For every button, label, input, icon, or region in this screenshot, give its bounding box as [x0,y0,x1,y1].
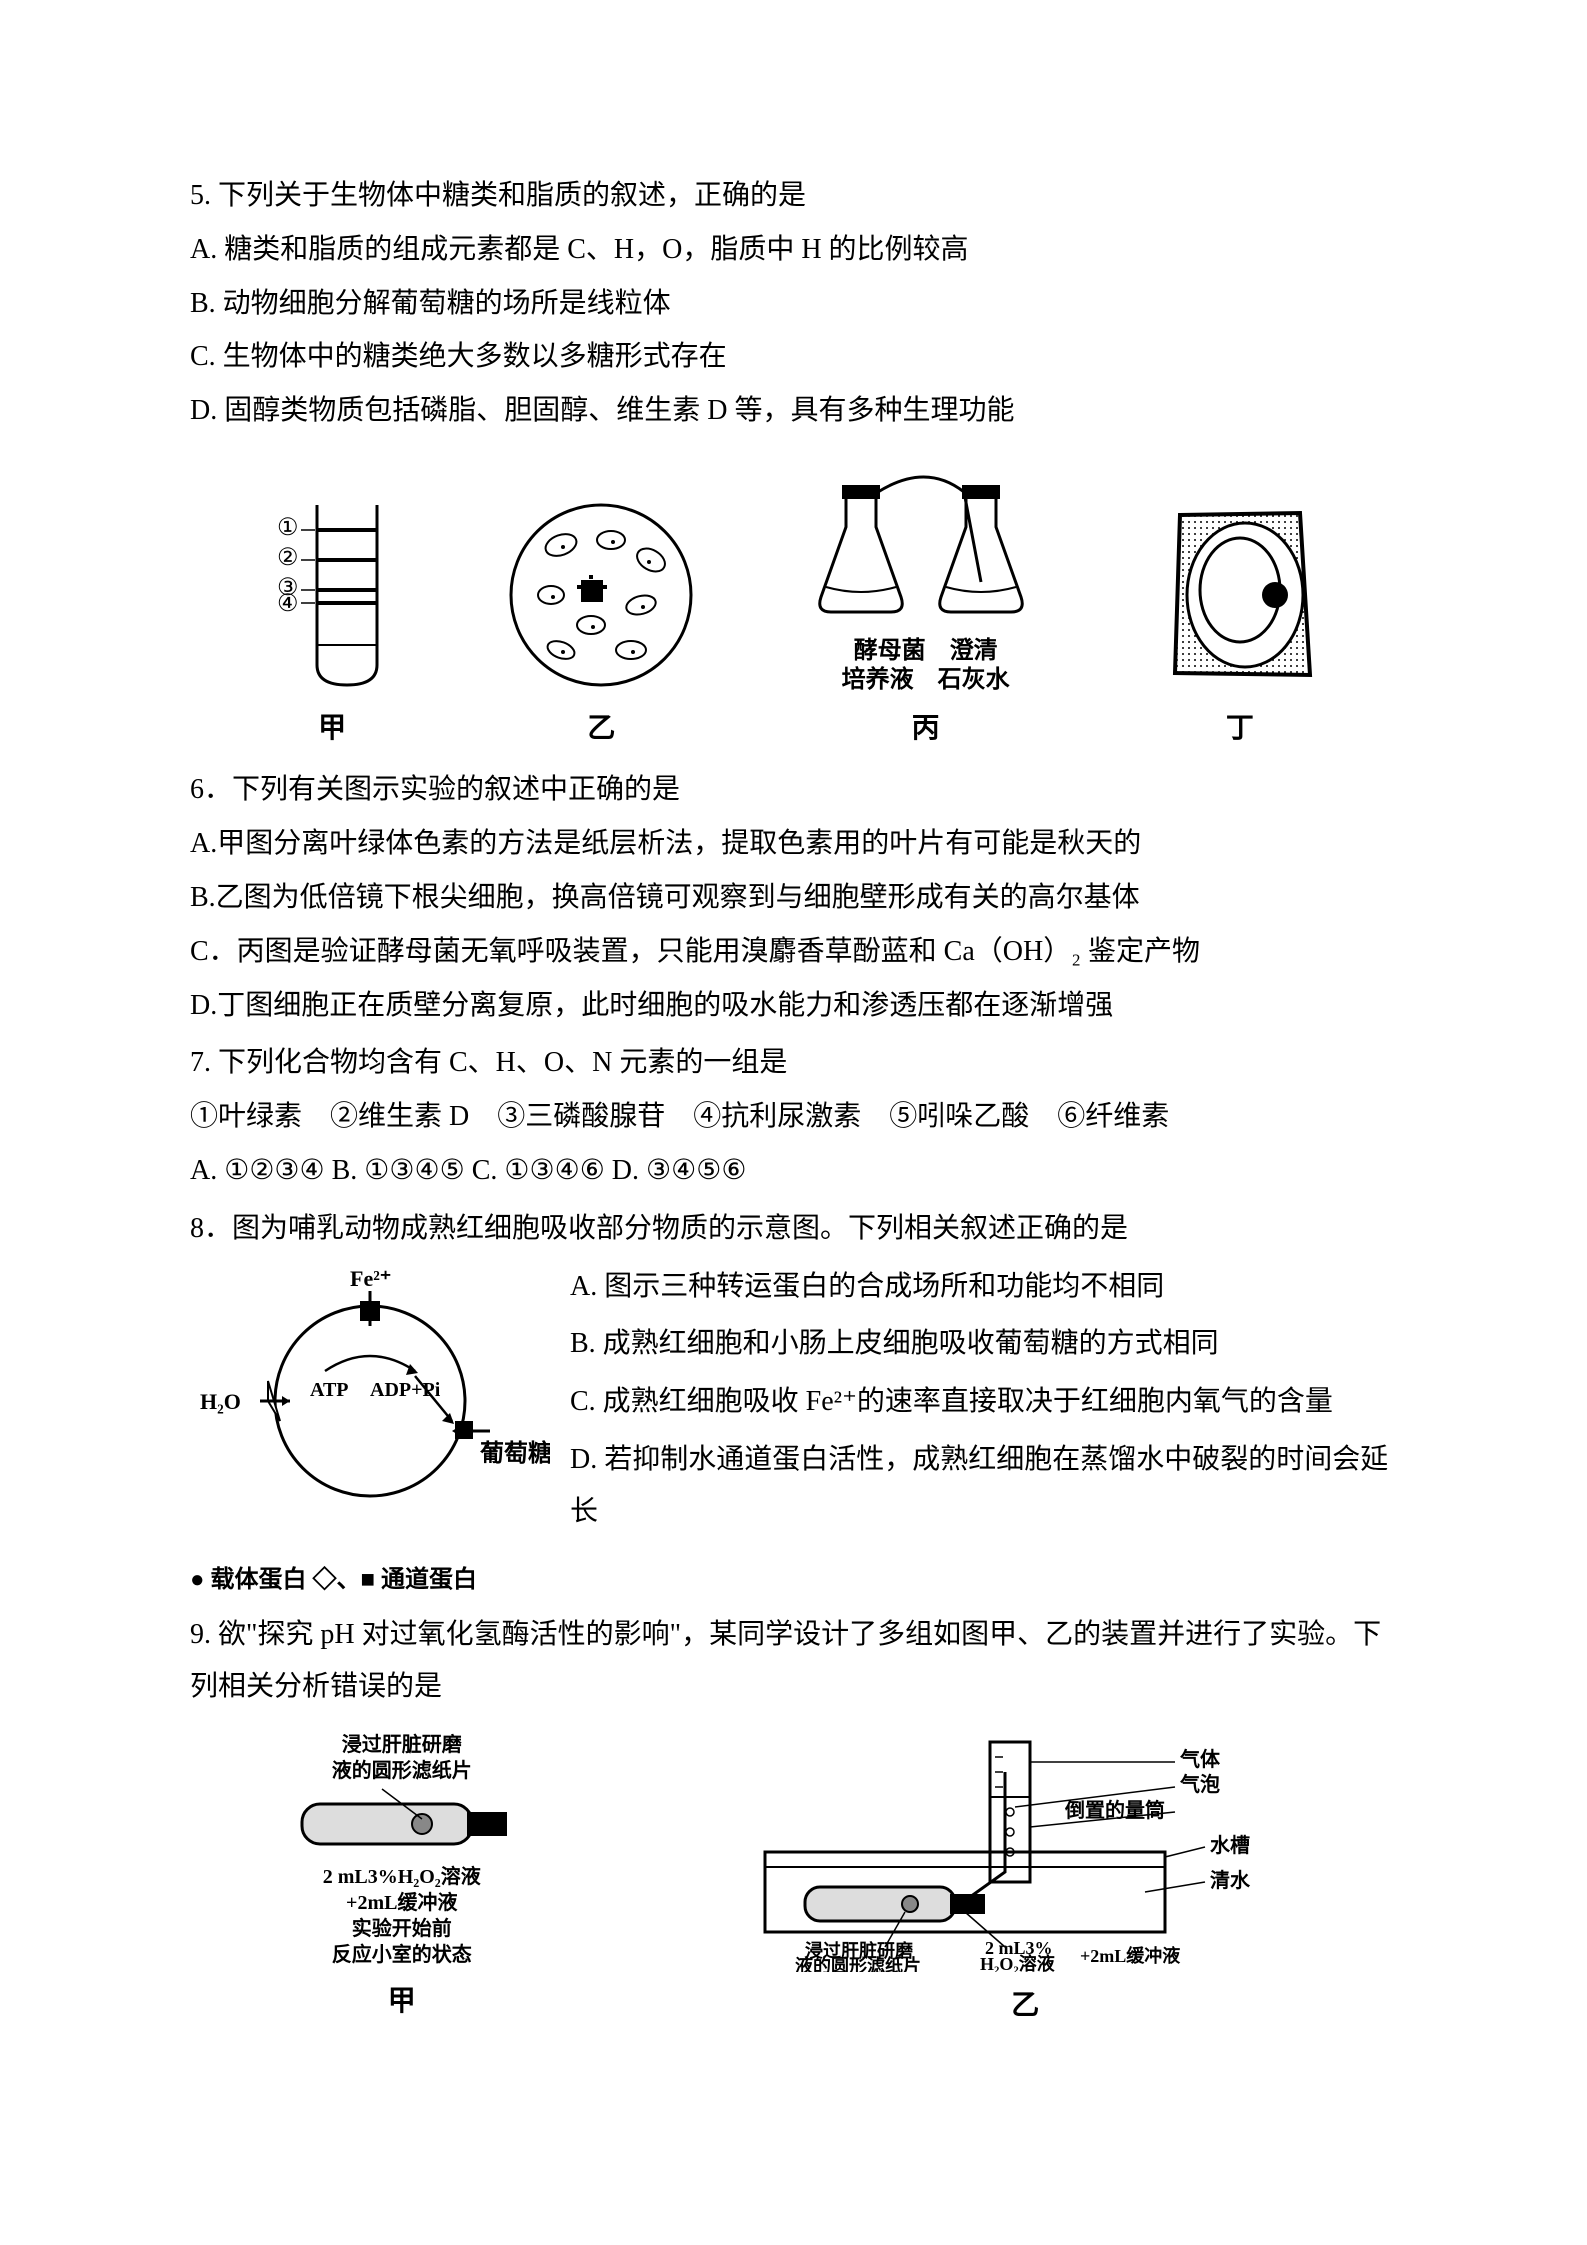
q8-option-a: A. 图示三种转运蛋白的合成场所和功能均不相同 [570,1261,1397,1313]
svg-text:H₂O₂溶液: H₂O₂溶液 [980,1953,1056,1972]
figure-bing-sublabel: 酵母菌 澄清 培养液 石灰水 [842,637,1010,695]
sub-bing-3: 澄清 [950,638,998,664]
figure-ding: 丁 [1150,495,1330,755]
q6-option-b: B.乙图为低倍镜下根尖细胞，换高倍镜可观察到与细胞壁形成有关的高尔基体 [190,872,1397,924]
q5-option-a: A. 糖类和脂质的组成元素都是 C、H，O，脂质中 H 的比例较高 [190,224,1397,276]
figure-jia-label: 甲 [318,703,346,755]
q9-jia-line1: 浸过肝脏研磨 [342,1732,462,1758]
svg-text:Fe²⁺: Fe²⁺ [350,1266,391,1291]
figure-bing-label: 丙 [912,703,940,755]
sub-bing-1: 酵母菌 [854,638,926,664]
q9-yi-label: 乙 [1011,1980,1039,2032]
q8-option-d: D. 若抑制水通道蛋白活性，成熟红细胞在蒸馏水中破裂的时间会延长 [570,1434,1397,1538]
q8-legend: ● 载体蛋白 ◇、■ 通道蛋白 [190,1558,550,1602]
flask-icon [796,467,1056,637]
q6-stem: 6．下列有关图示实验的叙述中正确的是 [190,764,1397,816]
q6-figure-row: ① ② ③ ④ 甲 [190,467,1397,754]
q9-figure-jia: 浸过肝脏研磨 液的圆形滤纸片 2 mL3%H₂O₂溶液 +2mL缓冲液 实验开始… [282,1732,522,2032]
svg-text:液的圆形滤纸片: 液的圆形滤纸片 [795,1955,921,1972]
cell-view-icon [501,495,701,695]
question-8: 8．图为哺乳动物成熟红细胞吸收部分物质的示意图。下列相关叙述正确的是 Fe²⁺ … [190,1203,1397,1603]
label-4: ④ [277,591,299,617]
q8-option-b: B. 成熟红细胞和小肠上皮细胞吸收葡萄糖的方式相同 [570,1318,1397,1370]
q7-items: ①叶绿素 ②维生素 D ③三磷酸腺苷 ④抗利尿激素 ⑤吲哚乙酸 ⑥纤维素 [190,1091,1397,1143]
figure-yi-label: 乙 [587,703,615,755]
figure-jia: ① ② ③ ④ 甲 [257,495,407,755]
question-6: 6．下列有关图示实验的叙述中正确的是 A.甲图分离叶绿体色素的方法是纸层析法，提… [190,764,1397,1031]
q8-figure: Fe²⁺ H₂O 葡萄糖 ATP ADP+Pi ● 载体蛋 [190,1261,550,1603]
svg-text:气体: 气体 [1179,1747,1221,1771]
svg-text:ATP: ATP [310,1379,349,1401]
red-cell-icon: Fe²⁺ H₂O 葡萄糖 ATP ADP+Pi [190,1261,550,1541]
q9-stem: 9. 欲"探究 pH 对过氧化氢酶活性的影响"，某同学设计了多组如图甲、乙的装置… [190,1609,1397,1713]
question-9: 9. 欲"探究 pH 对过氧化氢酶活性的影响"，某同学设计了多组如图甲、乙的装置… [190,1609,1397,2032]
svg-text:葡萄糖: 葡萄糖 [479,1439,550,1467]
q5-stem: 5. 下列关于生物体中糖类和脂质的叙述，正确的是 [190,170,1397,222]
q9-jia-line3: 2 mL3%H₂O₂溶液 [323,1864,481,1890]
figure-bing: 酵母菌 澄清 培养液 石灰水 丙 [796,467,1056,754]
q5-option-d: D. 固醇类物质包括磷脂、胆固醇、维生素 D 等，具有多种生理功能 [190,385,1397,437]
q6-option-c: C．丙图是验证酵母菌无氧呼吸装置，只能用溴麝香草酚蓝和 Ca（OH）₂ 鉴定产物 [190,926,1397,978]
q9-jia-line4: +2mL缓冲液 [346,1890,457,1916]
question-7: 7. 下列化合物均含有 C、H、O、N 元素的一组是 ①叶绿素 ②维生素 D ③… [190,1037,1397,1196]
q5-option-b: B. 动物细胞分解葡萄糖的场所是线粒体 [190,278,1397,330]
label-1: ① [277,515,299,541]
svg-text:ADP+Pi: ADP+Pi [370,1379,441,1401]
svg-text:倒置的量筒: 倒置的量筒 [1064,1798,1165,1822]
plasmolysis-icon [1150,495,1330,695]
q5-option-c: C. 生物体中的糖类绝大多数以多糖形式存在 [190,331,1397,383]
q6-option-a: A.甲图分离叶绿体色素的方法是纸层析法，提取色素用的叶片有可能是秋天的 [190,818,1397,870]
gas-collection-icon: 气体 气泡 倒置的量筒 水槽 清水 浸过肝脏研磨 液的圆形滤纸片 2 mL3% … [745,1732,1305,1972]
svg-text:H₂O: H₂O [200,1389,241,1414]
test-tube-icon: ① ② ③ ④ [257,495,407,695]
q9-jia-line2: 液的圆形滤纸片 [332,1758,472,1784]
question-5: 5. 下列关于生物体中糖类和脂质的叙述，正确的是 A. 糖类和脂质的组成元素都是… [190,170,1397,437]
label-2: ② [277,545,299,571]
q7-stem: 7. 下列化合物均含有 C、H、O、N 元素的一组是 [190,1037,1397,1089]
sub-bing-4: 石灰水 [938,667,1010,693]
q8-option-c: C. 成熟红细胞吸收 Fe²⁺的速率直接取决于红细胞内氧气的含量 [570,1376,1397,1428]
svg-text:气泡: 气泡 [1179,1772,1220,1796]
q8-options-col: A. 图示三种转运蛋白的合成场所和功能均不相同 B. 成熟红细胞和小肠上皮细胞吸… [570,1261,1397,1603]
q7-options: A. ①②③④ B. ①③④⑤ C. ①③④⑥ D. ③④⑤⑥ [190,1145,1397,1197]
q9-jia-line5: 实验开始前 [352,1916,452,1942]
q9-jia-label: 甲 [388,1976,416,2028]
figure-ding-label: 丁 [1226,703,1254,755]
q6-option-d: D.丁图细胞正在质壁分离复原，此时细胞的吸水能力和渗透压都在逐渐增强 [190,980,1397,1032]
figure-yi: 乙 [501,495,701,755]
svg-text:水槽: 水槽 [1210,1833,1250,1857]
svg-text:清水: 清水 [1210,1868,1251,1892]
svg-text:+2mL缓冲液: +2mL缓冲液 [1080,1945,1181,1966]
reaction-chamber-icon [282,1784,522,1864]
q9-jia-line6: 反应小室的状态 [332,1942,472,1968]
q9-figure-yi: 气体 气泡 倒置的量筒 水槽 清水 浸过肝脏研磨 液的圆形滤纸片 2 mL3% … [745,1732,1305,2032]
sub-bing-2: 培养液 [842,667,914,693]
q8-stem: 8．图为哺乳动物成熟红细胞吸收部分物质的示意图。下列相关叙述正确的是 [190,1203,1397,1255]
